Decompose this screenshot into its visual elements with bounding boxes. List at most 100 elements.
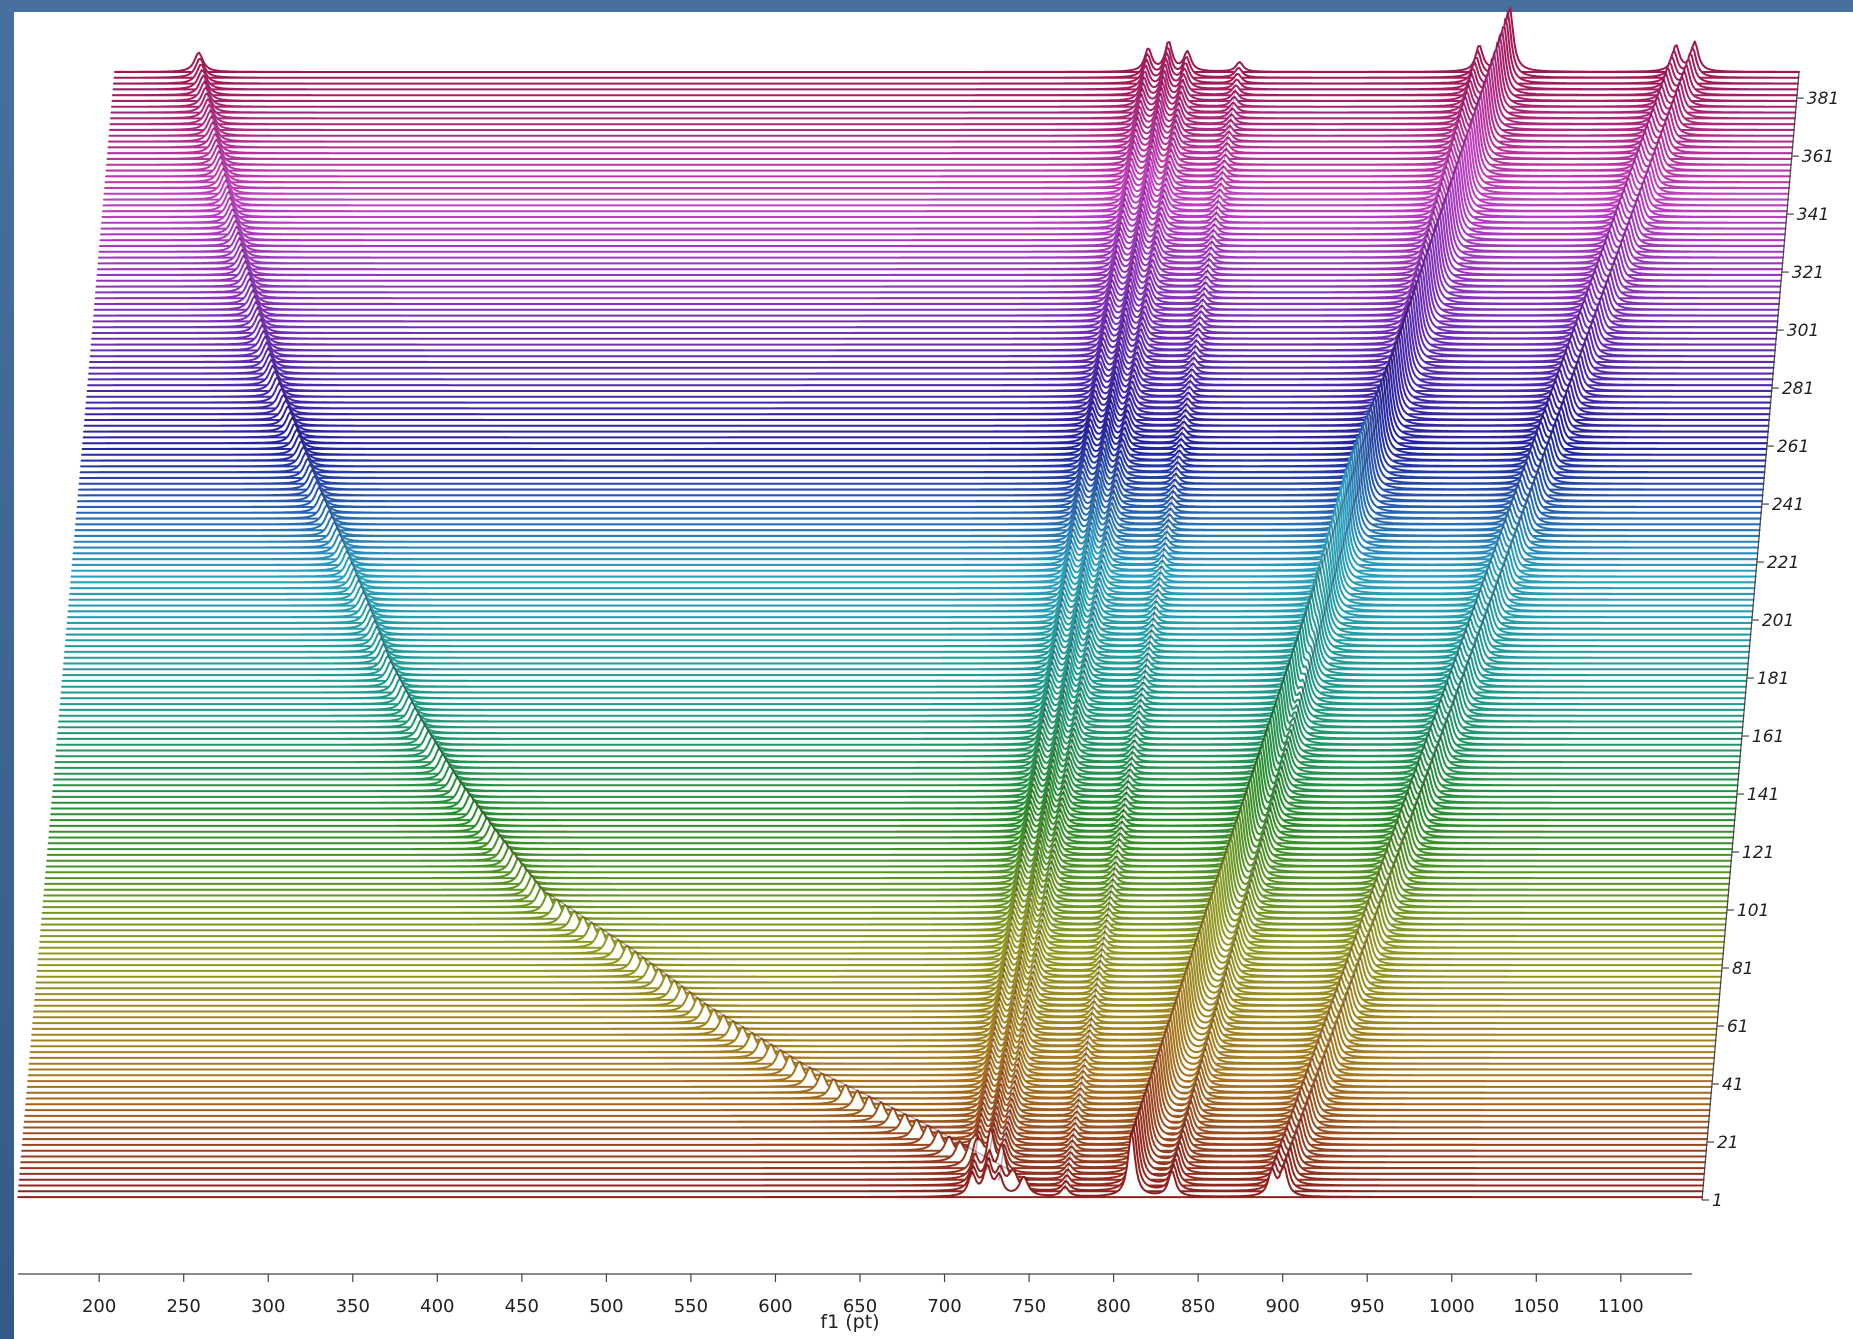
trace	[45, 802, 1732, 868]
trace	[72, 464, 1759, 555]
z-tick-label: 321	[1792, 263, 1824, 283]
trace	[88, 304, 1775, 375]
trace	[82, 370, 1769, 445]
trace	[113, 11, 1800, 79]
trace	[80, 391, 1767, 468]
trace	[51, 729, 1738, 798]
trace	[27, 1015, 1714, 1083]
x-tick-label: 400	[420, 1296, 454, 1317]
trace	[113, 17, 1799, 85]
trace	[47, 778, 1734, 845]
trace	[45, 805, 1732, 874]
trace	[75, 432, 1762, 520]
peak-ridge	[970, 75, 1145, 1178]
trace	[75, 435, 1762, 526]
z-tick-label: 81	[1732, 959, 1754, 979]
z-tick-label: 341	[1797, 205, 1829, 225]
trace	[87, 318, 1774, 387]
trace	[109, 65, 1795, 131]
z-tick-label: 141	[1747, 785, 1779, 805]
trace	[49, 760, 1736, 827]
z-tick-label: 361	[1802, 147, 1834, 167]
trace	[55, 681, 1742, 752]
trace	[53, 713, 1740, 781]
trace	[50, 741, 1737, 810]
trace	[109, 57, 1796, 126]
peak-ridge	[1129, 32, 1502, 1136]
trace	[39, 875, 1726, 943]
trace	[85, 339, 1772, 410]
trace	[36, 910, 1723, 978]
trace	[77, 418, 1764, 503]
trace	[80, 385, 1767, 462]
trace	[74, 442, 1761, 532]
trace	[32, 956, 1719, 1025]
z-tick-label: 281	[1782, 379, 1814, 399]
peak-ridge	[1270, 71, 1668, 1175]
trace	[30, 979, 1717, 1048]
traces	[17, 7, 1800, 1199]
z-tick-label: 61	[1727, 1017, 1749, 1037]
trace	[103, 133, 1789, 201]
trace	[53, 705, 1740, 775]
trace	[23, 1056, 1710, 1123]
trace	[41, 851, 1728, 920]
trace	[110, 52, 1796, 120]
axes: f1 (pt) 200 250 300 350 400 450 500 550 600 650 70…	[18, 71, 1839, 1333]
z-tick-label: 101	[1737, 901, 1769, 921]
trace	[79, 397, 1766, 474]
trace	[72, 467, 1759, 561]
trace	[85, 334, 1772, 404]
x-tick-label: 1000	[1429, 1296, 1475, 1317]
x-tick-label: 600	[758, 1296, 792, 1317]
trace	[54, 699, 1741, 769]
trace	[49, 754, 1736, 822]
x-tick-label: 900	[1266, 1296, 1300, 1317]
trace	[89, 296, 1776, 363]
x-tick-label: 750	[1012, 1296, 1046, 1317]
z-tick-label: 121	[1742, 843, 1774, 863]
trace	[86, 321, 1773, 392]
trace	[48, 770, 1735, 839]
trace	[56, 673, 1743, 740]
trace	[35, 915, 1722, 984]
trace	[64, 571, 1751, 648]
trace	[63, 584, 1750, 659]
trace	[81, 378, 1768, 450]
trace	[105, 105, 1792, 172]
trace	[110, 48, 1797, 114]
x-axis-label: f1 (pt)	[820, 1311, 879, 1333]
trace	[29, 987, 1716, 1054]
x-tick-label: 1100	[1598, 1296, 1644, 1317]
trace	[76, 422, 1763, 508]
trace	[52, 723, 1739, 793]
trace	[36, 907, 1723, 972]
trace	[104, 121, 1790, 189]
trace	[84, 349, 1771, 421]
trace	[40, 865, 1727, 932]
trace	[17, 1131, 1704, 1199]
peak-ridge	[1170, 71, 1473, 1175]
trace	[57, 657, 1744, 729]
trace	[37, 892, 1724, 961]
trace	[59, 633, 1746, 706]
trace	[46, 794, 1733, 862]
z-tick-label: 41	[1722, 1075, 1744, 1095]
z-tick-label: 21	[1717, 1133, 1739, 1153]
trace	[89, 287, 1776, 358]
trace	[51, 738, 1738, 804]
trace	[106, 92, 1793, 160]
trace	[63, 590, 1750, 665]
trace	[38, 888, 1725, 955]
trace	[50, 746, 1737, 816]
trace	[112, 26, 1799, 91]
trace	[37, 899, 1724, 967]
trace	[41, 846, 1728, 914]
z-tick-label: 181	[1757, 669, 1789, 689]
trace	[54, 695, 1741, 764]
trace	[103, 129, 1790, 195]
trace	[65, 564, 1752, 642]
trace	[86, 326, 1773, 398]
z-tick-label: 301	[1787, 321, 1819, 341]
